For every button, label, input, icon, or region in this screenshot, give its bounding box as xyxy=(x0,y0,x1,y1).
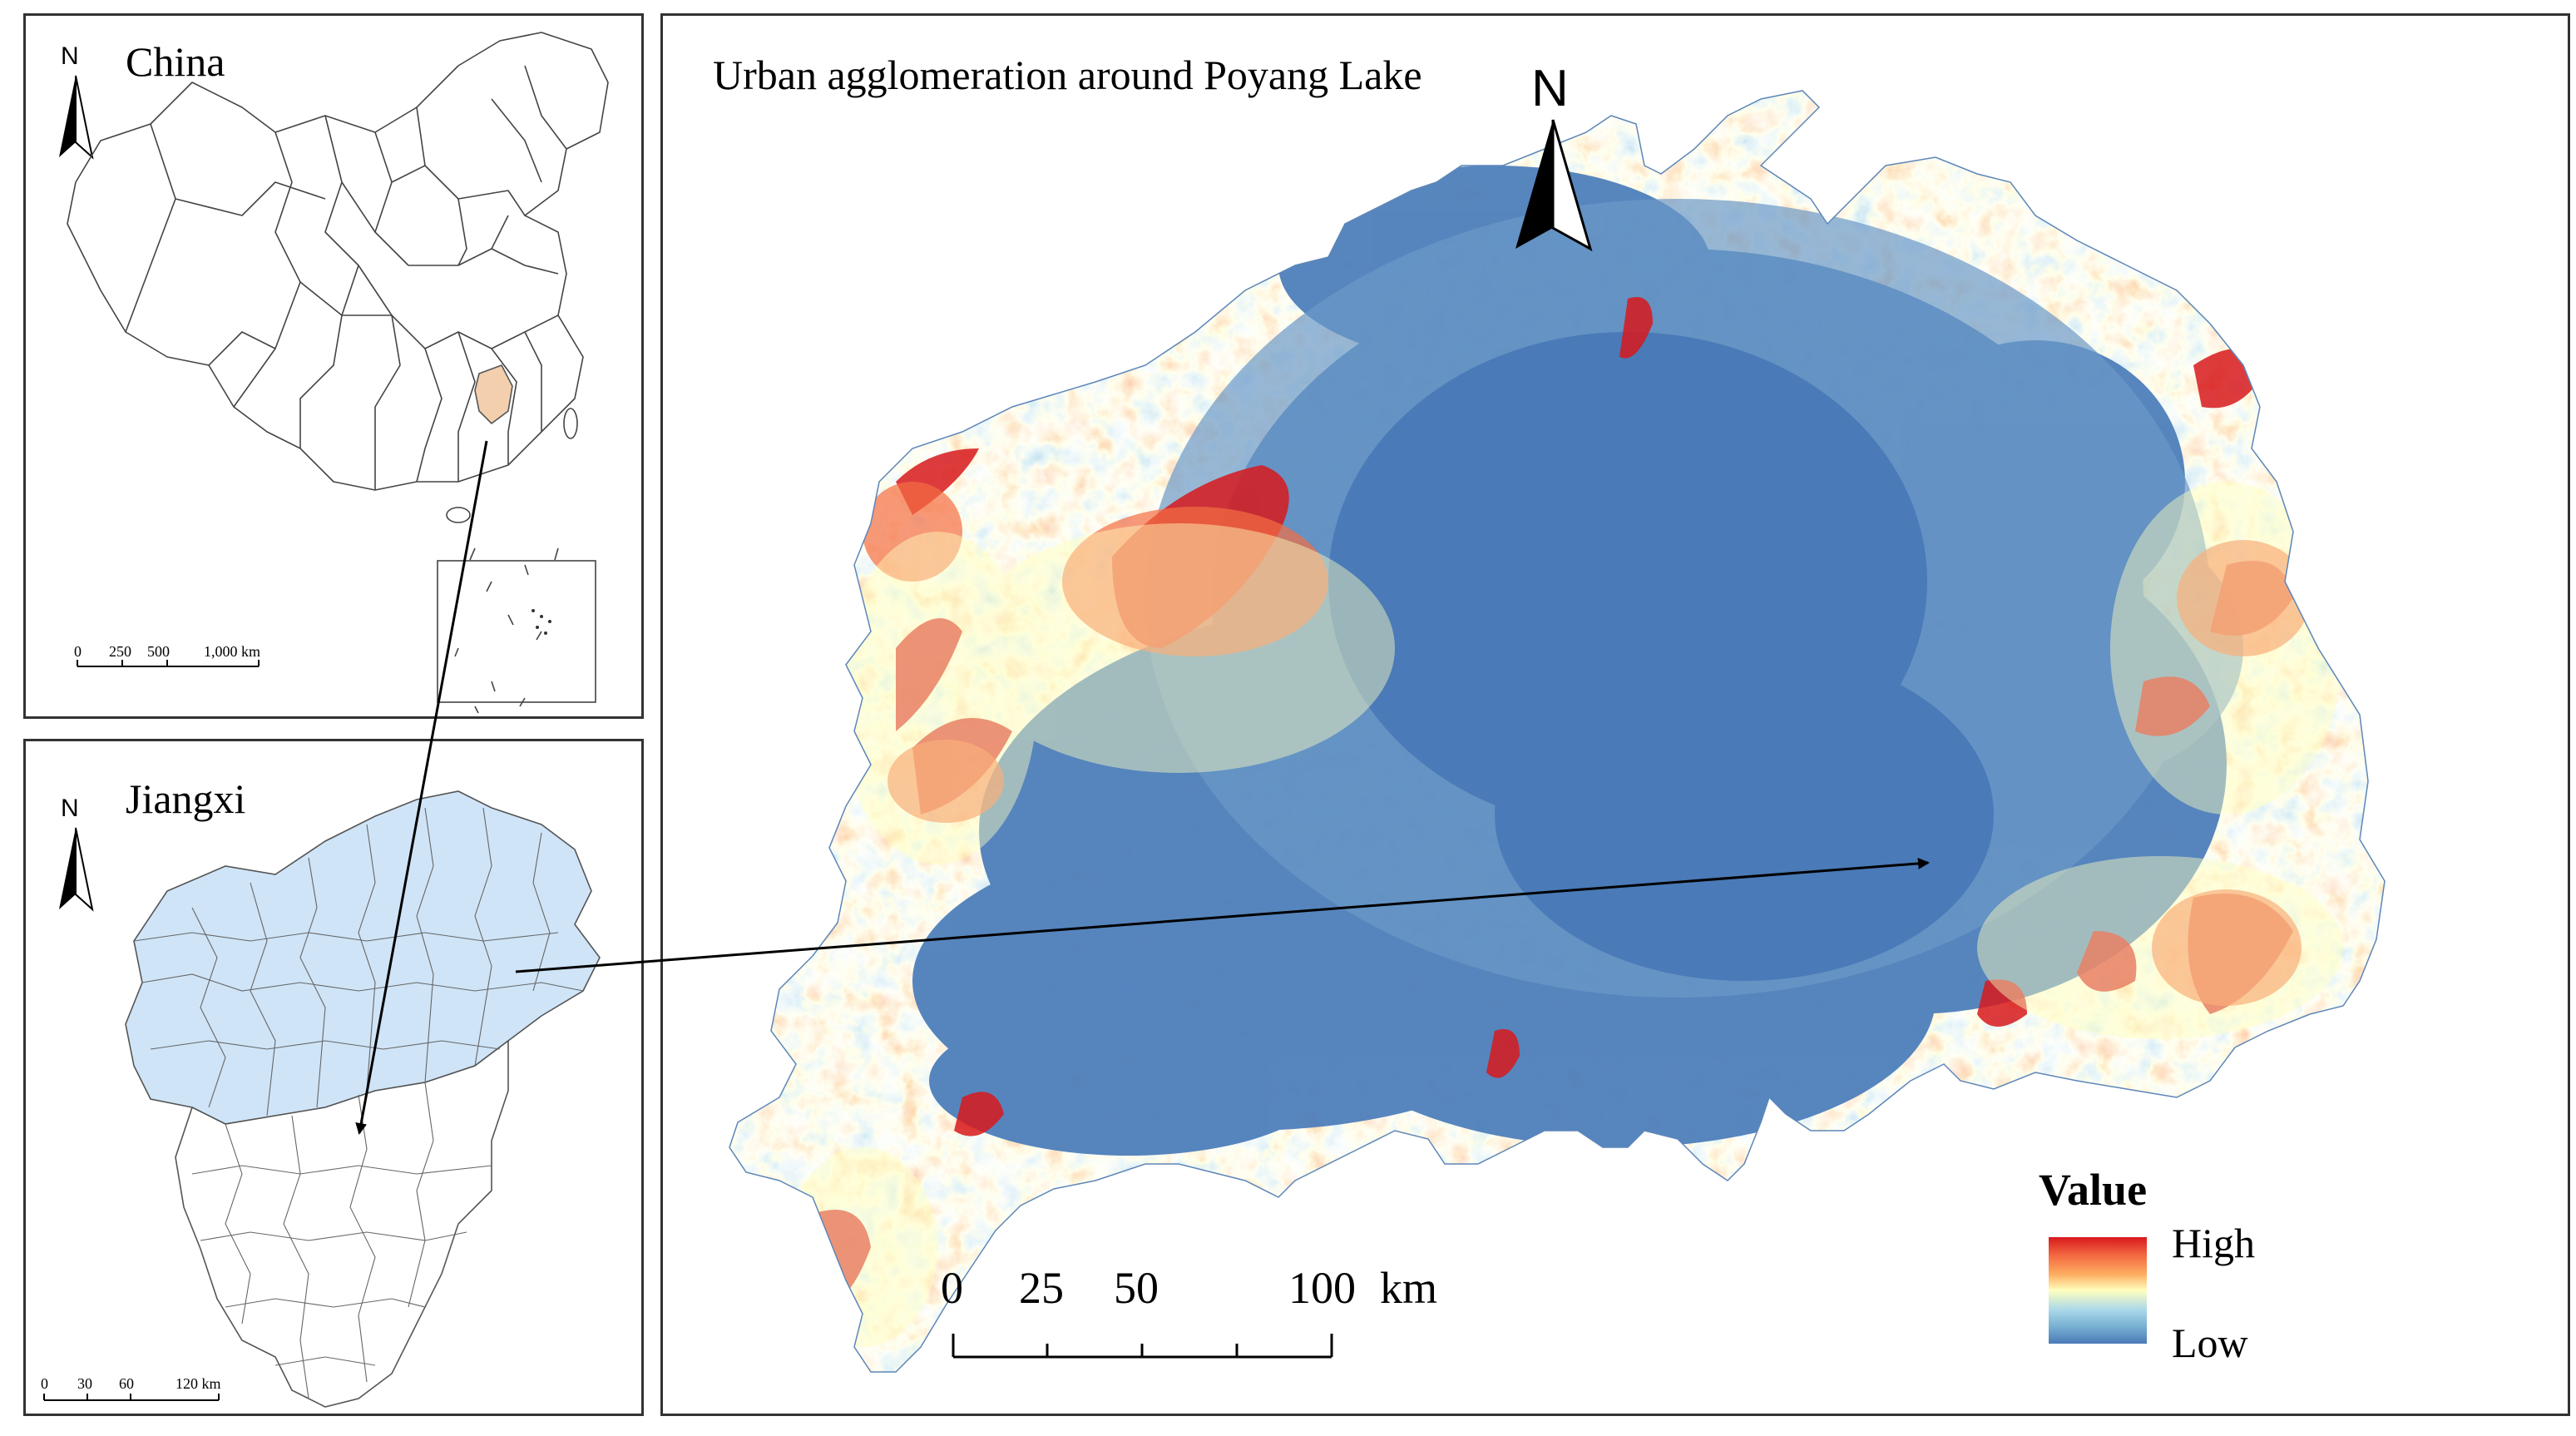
china-north-arrow-icon xyxy=(59,75,94,160)
legend-low-label: Low xyxy=(2172,1320,2248,1366)
china-scale-label-0: 0 xyxy=(74,643,82,660)
china-scale-bar xyxy=(77,660,260,667)
jiangxi-title: Jiangxi xyxy=(126,775,246,822)
main-scale-label-25: 25 xyxy=(1019,1263,1064,1313)
china-title: China xyxy=(126,38,225,85)
main-title: Urban agglomeration around Poyang Lake xyxy=(713,52,1422,98)
jiangxi-south-area xyxy=(175,1039,509,1408)
china-scale-label-250: 250 xyxy=(109,643,131,660)
legend-high-label: High xyxy=(2172,1220,2255,1266)
main-north-arrow-icon xyxy=(1515,119,1593,252)
main-scale-label-100: 100 xyxy=(1288,1263,1356,1313)
china-jiangxi-highlight xyxy=(474,364,513,425)
china-north-label: N xyxy=(61,42,79,70)
china-map xyxy=(67,32,609,714)
jiangxi-study-area xyxy=(125,790,601,1125)
main-scale-label-0: 0 xyxy=(941,1263,963,1313)
jiangxi-north-arrow-icon xyxy=(59,827,94,912)
china-outline xyxy=(67,32,609,491)
jiangxi-scale-label-60: 60 xyxy=(119,1375,134,1392)
china-scale-label-1000: 1,000 km xyxy=(204,643,261,660)
main-scale-bar xyxy=(952,1334,1333,1359)
main-map-panel: Urban agglomeration around Poyang Lake xyxy=(660,13,2570,1416)
jiangxi-to-main-arrow xyxy=(515,857,1930,973)
legend-title: Value xyxy=(2039,1165,2148,1215)
jiangxi-north-label: N xyxy=(61,795,79,822)
jiangxi-scale-label-30: 30 xyxy=(77,1375,92,1392)
main-map xyxy=(729,90,2386,1373)
china-scale-label-500: 500 xyxy=(147,643,170,660)
jiangxi-scale-bar xyxy=(43,1394,220,1401)
main-scale-label-50: 50 xyxy=(1114,1263,1159,1313)
main-north-label: N xyxy=(1531,60,1569,117)
main-scale-unit: km xyxy=(1380,1263,1438,1313)
china-inset-panel: N China xyxy=(23,13,644,719)
legend-color-ramp xyxy=(2049,1237,2147,1344)
jiangxi-map xyxy=(43,790,601,1408)
jiangxi-inset-panel: N Jiangxi xyxy=(23,739,644,1416)
china-to-jiangxi-arrow xyxy=(355,440,488,1135)
jiangxi-scale-label-0: 0 xyxy=(41,1375,48,1392)
jiangxi-scale-label-120: 120 km xyxy=(176,1375,221,1392)
south-china-sea-islands xyxy=(437,408,596,714)
